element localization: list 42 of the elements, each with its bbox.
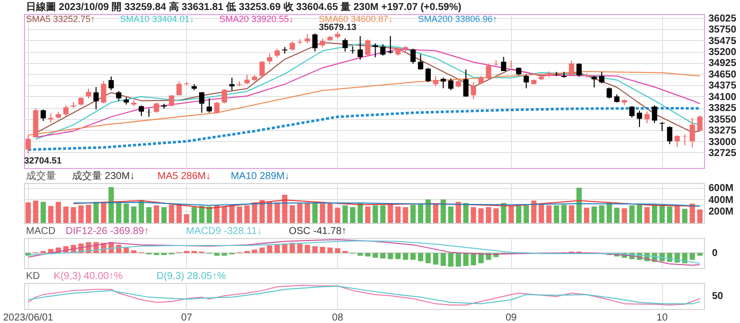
y-tick-label: 34100: [708, 92, 737, 103]
text: SMA60 34600.87↓: [318, 14, 393, 24]
text: SMA200 33806.96↑: [418, 14, 498, 24]
y-tick-label: 34650: [708, 69, 737, 80]
text: SMA5 33252.75↑: [26, 14, 96, 24]
chart-title: 成交量: [26, 170, 56, 182]
chart-title: KD: [26, 271, 40, 282]
y-tick-label: 600M: [708, 183, 734, 194]
y-tick-label: 35200: [708, 47, 737, 58]
y-tick-label: 200M: [708, 206, 734, 218]
chart-title: 日線圖 2023/10/09 開 33259.84 高 33631.81 低 33253.69 收 33604.65 量 230M +197.07 (+0.59%): [26, 1, 462, 13]
y-tick-label: 33825: [708, 103, 737, 114]
x-tick-label: 09: [506, 312, 518, 323]
text: SMA10 33404.01↓: [120, 14, 194, 24]
y-tick-label: 33275: [708, 126, 737, 137]
y-tick-label: 35750: [708, 24, 737, 36]
annotation: 35679.13: [318, 22, 356, 32]
chart-title: MACD: [26, 226, 56, 237]
y-tick-label: 36025: [708, 13, 737, 24]
y-tick-label: 34375: [708, 80, 737, 92]
text: 0: [712, 248, 718, 259]
y-tick-label: 33550: [708, 114, 737, 126]
series-label: K(9,3) 40.00↑%: [54, 271, 123, 282]
series-label: D(9,3) 28.05↑%: [156, 271, 226, 282]
annotation: 32704.51: [24, 155, 62, 166]
x-tick-label: 2023/06/01: [3, 312, 54, 323]
x-tick-label: 08: [332, 312, 344, 323]
x-tick-label: 07: [181, 312, 193, 323]
y-tick-label: 34925: [708, 58, 737, 70]
text: SMA20 33920.55↓: [219, 14, 294, 24]
y-tick-label: 35475: [708, 36, 737, 47]
series-label: OSC -41.78↑: [288, 226, 347, 237]
text: MA10 289M↓: [230, 171, 290, 182]
y-tick-label: 400M: [708, 194, 734, 206]
series-label: MACD9 -328.11↓: [186, 226, 262, 237]
text: 50: [712, 291, 724, 302]
x-tick-label: 10: [656, 312, 668, 323]
y-tick-label: 32725: [708, 148, 737, 159]
y-tick-label: 33000: [708, 136, 737, 148]
text: MA5 286M↓: [158, 171, 211, 182]
series-label: 成交量 230M↓: [72, 170, 135, 182]
series-label: DIF12-26 -369.89↑: [66, 226, 149, 237]
